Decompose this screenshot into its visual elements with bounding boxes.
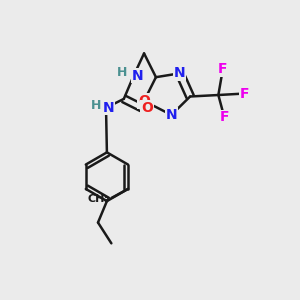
Text: N: N: [166, 108, 177, 122]
Text: O: O: [138, 94, 150, 108]
Text: N: N: [131, 69, 143, 83]
Text: H: H: [90, 99, 101, 112]
Text: F: F: [240, 86, 249, 100]
Text: O: O: [141, 101, 153, 115]
Text: N: N: [174, 66, 185, 80]
Text: F: F: [218, 62, 228, 76]
Text: N: N: [103, 101, 115, 115]
Text: H: H: [117, 66, 128, 79]
Text: F: F: [220, 110, 229, 124]
Text: CH₃: CH₃: [87, 194, 109, 204]
